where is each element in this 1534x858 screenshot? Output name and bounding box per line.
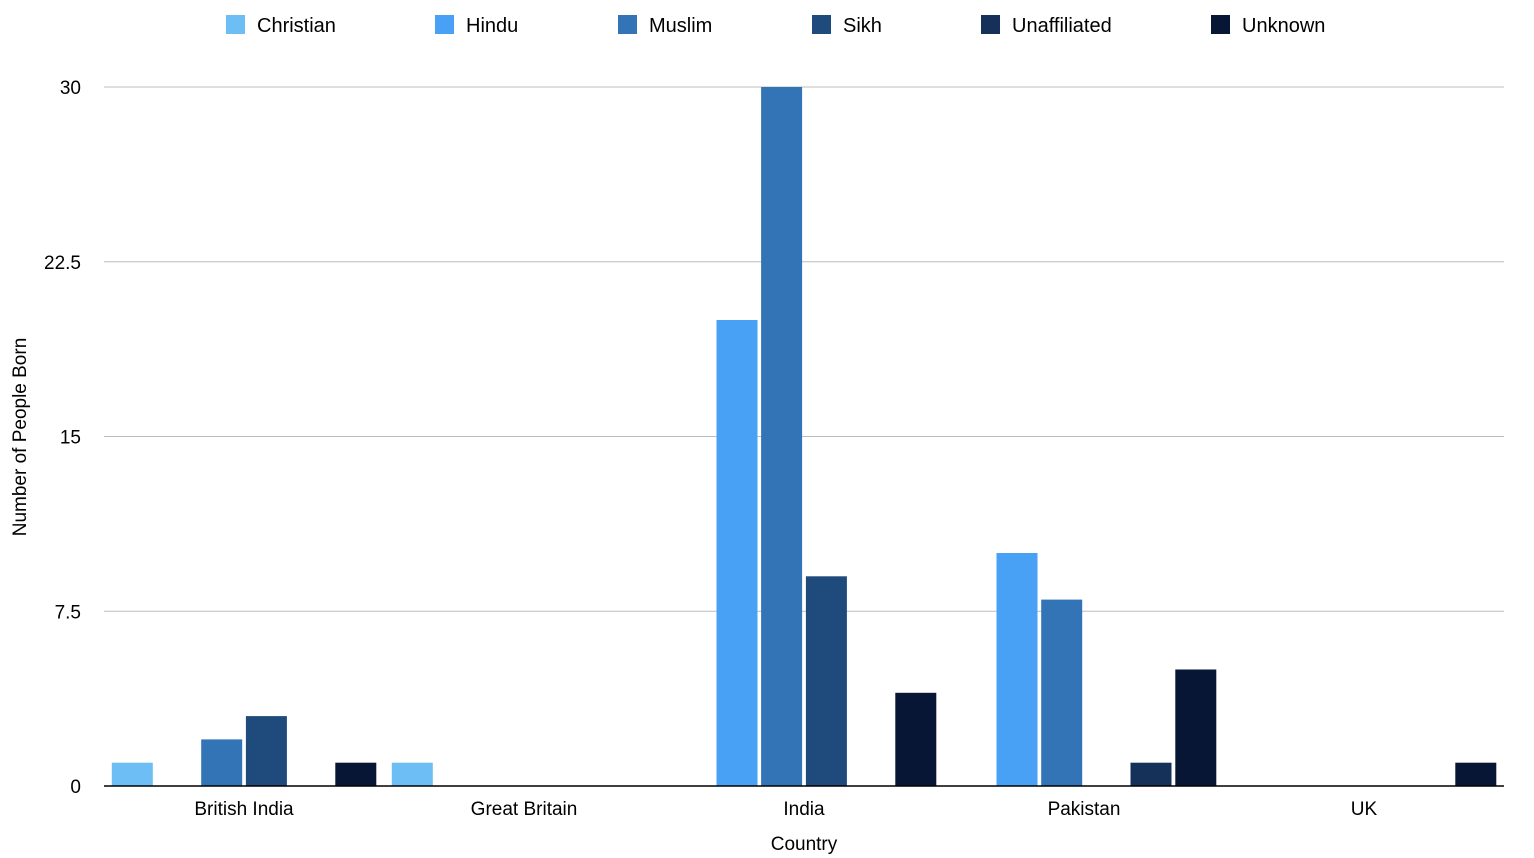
- legend-swatch-hindu: [435, 15, 454, 34]
- x-tick-label: Great Britain: [471, 799, 578, 820]
- bar-muslim-pakistan: [1041, 599, 1083, 786]
- bar-unknown-uk: [1455, 762, 1497, 786]
- y-tick-label: 22.5: [44, 253, 81, 274]
- bars: [111, 87, 1497, 786]
- x-tick-label: British India: [194, 799, 294, 820]
- y-axis-title: Number of People Born: [10, 338, 31, 537]
- axes: 0 7.5 15 22.5 30 British India Great Britain In…: [44, 78, 1504, 820]
- bar-christian-british-india: [111, 762, 153, 786]
- bar-sikh-india: [805, 576, 847, 786]
- legend-swatch-unknown: [1211, 15, 1230, 34]
- legend-swatch-christian: [226, 15, 245, 34]
- y-tick-label: 7.5: [55, 602, 81, 623]
- bar-muslim-india: [761, 87, 803, 786]
- bar-christian-great-britain: [391, 762, 433, 786]
- bar-unknown-pakistan: [1175, 669, 1217, 786]
- legend-swatch-unaffiliated: [981, 15, 1000, 34]
- gridlines: [104, 86, 1504, 612]
- bar-sikh-british-india: [245, 716, 287, 786]
- legend-label-hindu: Hindu: [466, 15, 518, 37]
- bar-hindu-pakistan: [996, 553, 1038, 786]
- y-tick-label: 0: [70, 777, 81, 798]
- legend-label-sikh: Sikh: [843, 15, 882, 37]
- x-tick-label: Pakistan: [1048, 799, 1121, 820]
- bar-hindu-india: [716, 320, 758, 786]
- y-tick-label: 15: [60, 428, 81, 449]
- x-tick-label: UK: [1351, 799, 1378, 820]
- legend-label-muslim: Muslim: [649, 15, 712, 37]
- legend: Christian Hindu Muslim Sikh Unaffiliated Unkn…: [226, 15, 1325, 37]
- legend-label-christian: Christian: [257, 15, 336, 37]
- bar-unknown-india: [895, 692, 937, 786]
- bar-muslim-british-india: [201, 739, 243, 786]
- legend-label-unknown: Unknown: [1242, 15, 1325, 37]
- legend-swatch-sikh: [812, 15, 831, 34]
- x-axis-title: Country: [771, 834, 838, 855]
- x-tick-label: India: [783, 799, 825, 820]
- bar-unknown-british-india: [335, 762, 377, 786]
- bar-unaffiliated-pakistan: [1130, 762, 1172, 786]
- legend-swatch-muslim: [618, 15, 637, 34]
- y-tick-label: 30: [60, 78, 81, 99]
- legend-label-unaffiliated: Unaffiliated: [1012, 15, 1112, 37]
